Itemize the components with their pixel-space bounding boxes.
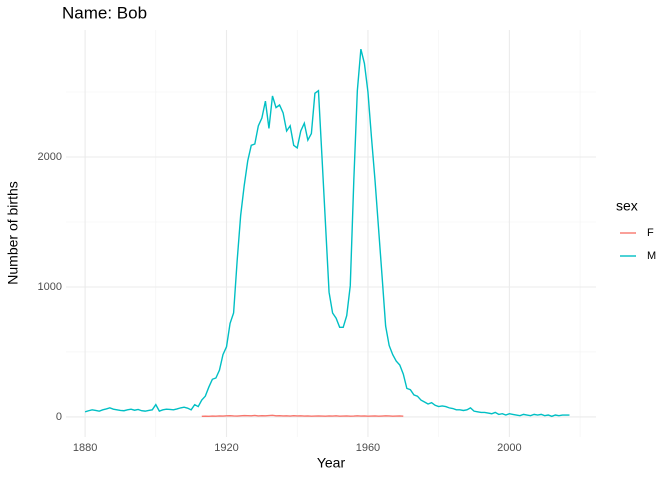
y-tick-label: 1000 — [38, 281, 62, 293]
x-tick-label: 1920 — [214, 442, 238, 454]
y-axis-title: Number of births — [5, 181, 21, 284]
x-tick-label: 1960 — [356, 442, 380, 454]
y-tick-label: 2000 — [38, 151, 62, 163]
y-tick-label: 0 — [56, 411, 62, 423]
legend-label: M — [647, 250, 656, 262]
legend-title: sex — [616, 198, 638, 214]
x-axis-title: Year — [317, 455, 346, 471]
x-tick-label: 2000 — [497, 442, 521, 454]
series-line — [84, 48, 570, 418]
x-tick-label: 1880 — [73, 442, 97, 454]
series-line — [201, 414, 404, 418]
chart-title: Name: Bob — [62, 3, 147, 22]
legend-label: F — [647, 227, 654, 239]
